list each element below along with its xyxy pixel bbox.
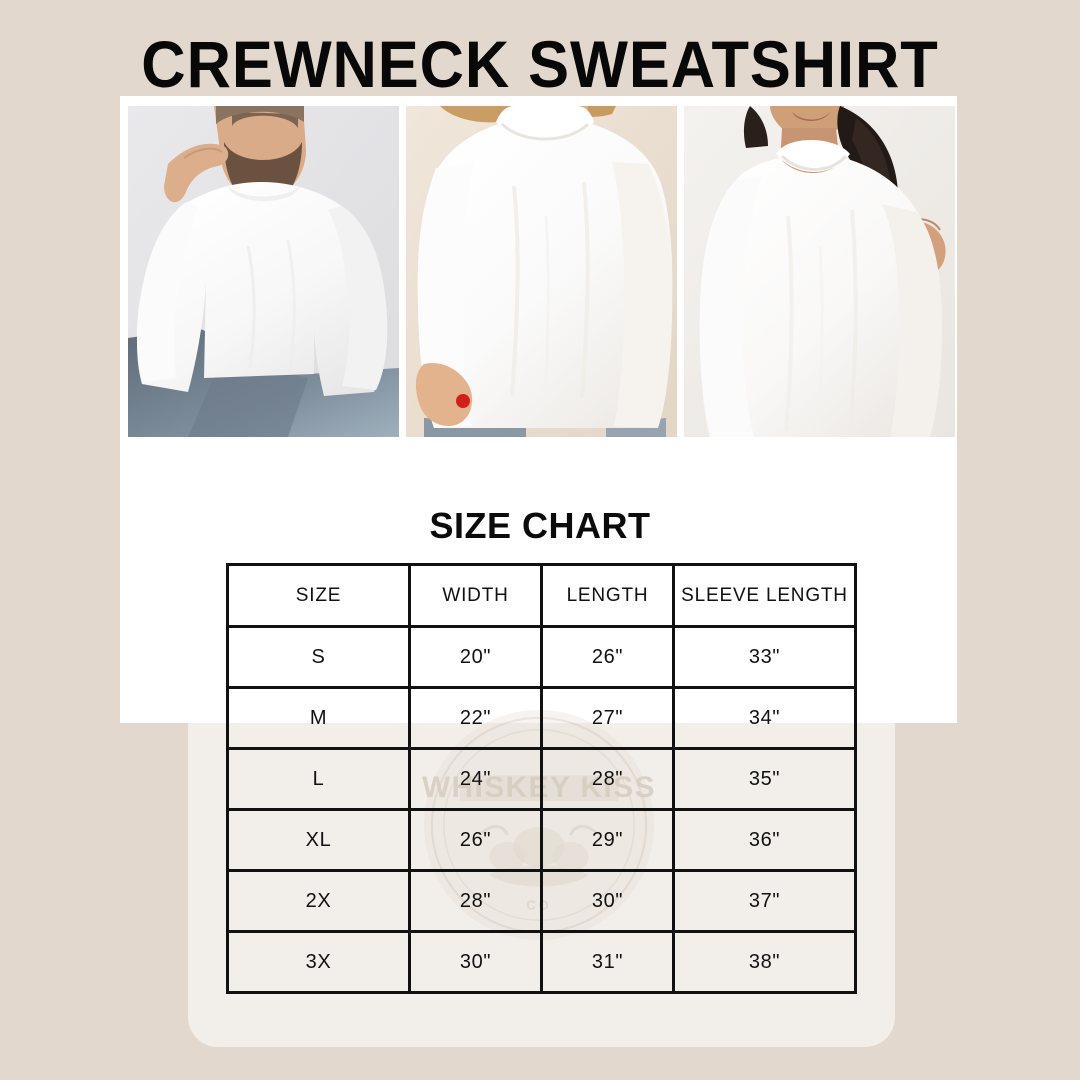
cell-width: 28"	[408, 869, 543, 933]
cell-sleeve: 37"	[672, 869, 857, 933]
column-header-sleeve-length: SLEEVE LENGTH	[672, 563, 857, 628]
cell-length: 26"	[540, 625, 675, 689]
product-photo-strip	[128, 106, 955, 437]
cell-length: 31"	[540, 930, 675, 994]
size-chart-heading: SIZE CHART	[429, 505, 651, 546]
table-row: XL 26" 29" 36"	[226, 808, 857, 872]
photo-man-white-crewneck	[128, 106, 399, 437]
table-header-row: SIZE WIDTH LENGTH SLEEVE LENGTH	[226, 563, 857, 628]
cell-size: S	[226, 625, 411, 689]
cell-sleeve: 35"	[672, 747, 857, 811]
cell-size: L	[226, 747, 411, 811]
cell-width: 30"	[408, 930, 543, 994]
cell-sleeve: 38"	[672, 930, 857, 994]
table-row: 2X 28" 30" 37"	[226, 869, 857, 933]
column-header-size: SIZE	[226, 563, 411, 628]
column-header-length: LENGTH	[540, 563, 675, 628]
size-chart-table: SIZE WIDTH LENGTH SLEEVE LENGTH S 20" 26…	[226, 563, 857, 994]
cell-sleeve: 36"	[672, 808, 857, 872]
cell-size: M	[226, 686, 411, 750]
cell-length: 30"	[540, 869, 675, 933]
page-title: CREWNECK SWEATSHIRT	[141, 27, 939, 101]
cell-size: 2X	[226, 869, 411, 933]
column-header-width: WIDTH	[408, 563, 543, 628]
cell-width: 20"	[408, 625, 543, 689]
cell-width: 24"	[408, 747, 543, 811]
table-row: S 20" 26" 33"	[226, 625, 857, 689]
cell-length: 27"	[540, 686, 675, 750]
cell-size: 3X	[226, 930, 411, 994]
photo-woman-white-crewneck-closeup	[406, 106, 677, 437]
table-row: L 24" 28" 35"	[226, 747, 857, 811]
cell-size: XL	[226, 808, 411, 872]
cell-length: 28"	[540, 747, 675, 811]
cell-width: 26"	[408, 808, 543, 872]
cell-sleeve: 33"	[672, 625, 857, 689]
table-row: M 22" 27" 34"	[226, 686, 857, 750]
photo-woman-dark-hair-crewneck	[684, 106, 955, 437]
cell-length: 29"	[540, 808, 675, 872]
table-row: 3X 30" 31" 38"	[226, 930, 857, 994]
cell-sleeve: 34"	[672, 686, 857, 750]
cell-width: 22"	[408, 686, 543, 750]
